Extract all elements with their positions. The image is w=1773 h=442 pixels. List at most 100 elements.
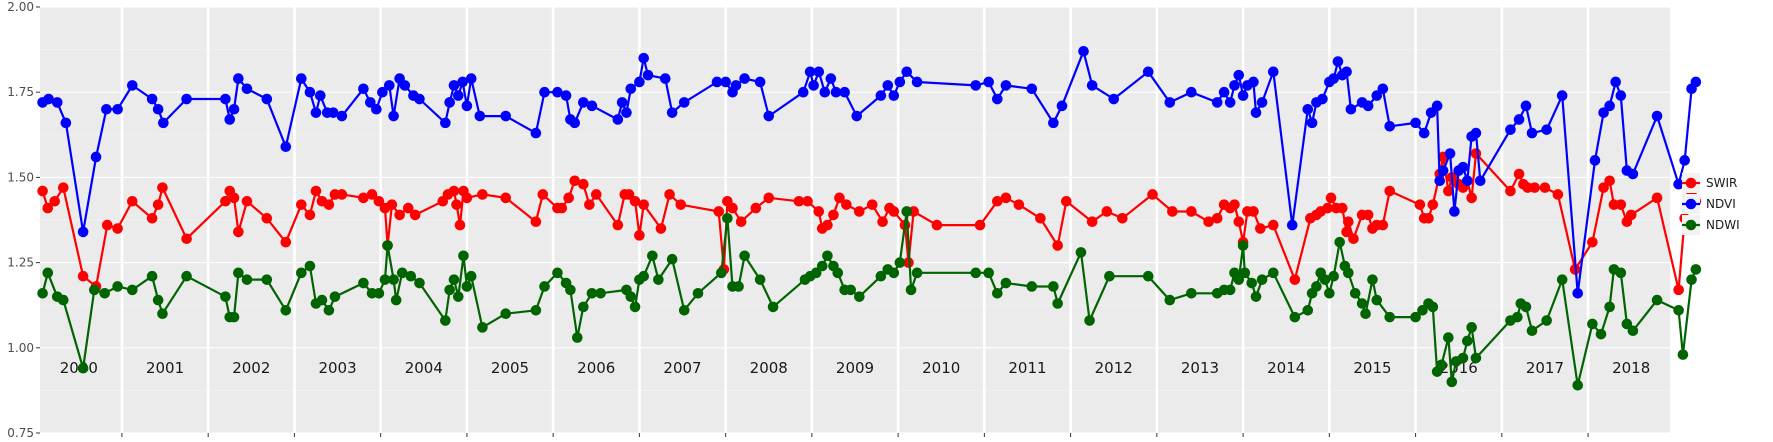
data-point-swir (1598, 182, 1609, 193)
data-point-ndvi (444, 97, 455, 108)
data-point-ndvi (1610, 76, 1621, 88)
data-point-ndwi (390, 294, 402, 306)
data-point-ndvi (901, 66, 913, 78)
data-point-ndwi (530, 305, 542, 316)
data-point-ndvi (1627, 168, 1639, 180)
data-point-ndwi (1686, 274, 1697, 285)
year-label: 2010 (922, 359, 960, 377)
data-point-ndvi (336, 110, 348, 122)
data-point-ndvi (1444, 148, 1456, 159)
data-point-ndwi (233, 267, 244, 279)
data-point-ndvi (797, 86, 809, 98)
data-point-swir (1186, 206, 1197, 217)
data-point-ndwi (1075, 247, 1087, 258)
data-point-ndvi (638, 52, 650, 64)
data-point-ndvi (754, 76, 766, 88)
data-point-swir (477, 189, 488, 200)
data-point-swir (304, 209, 316, 221)
data-point-swir (556, 202, 568, 214)
year-label: 2014 (1267, 359, 1305, 377)
data-point-ndvi (616, 97, 628, 108)
data-point-swir (638, 199, 650, 210)
data-point-ndvi (452, 90, 464, 101)
data-point-ndwi (571, 332, 583, 343)
data-point-ndwi (57, 294, 69, 306)
data-point-ndwi (1289, 311, 1301, 323)
data-point-swir (386, 199, 398, 210)
data-point-ndwi (722, 212, 733, 224)
data-point-ndvi (1237, 90, 1249, 101)
year-label: 2012 (1095, 359, 1133, 377)
data-point-ndwi (666, 253, 678, 265)
data-point-swir (877, 216, 888, 228)
data-point-ndwi (1621, 318, 1633, 330)
data-point-ndvi (51, 97, 63, 108)
data-point-swir (1000, 192, 1012, 204)
data-point-ndvi (1218, 86, 1230, 98)
data-point-swir (1362, 209, 1374, 221)
data-point-ndwi (1520, 301, 1532, 313)
data-point-swir (1625, 209, 1637, 221)
data-point-ndwi (1410, 311, 1421, 323)
data-point-ndwi (733, 281, 744, 292)
data-point-ndvi (839, 86, 850, 98)
legend-key-point (1685, 177, 1697, 189)
data-point-ndvi (1108, 93, 1120, 105)
data-point-ndvi (241, 83, 253, 95)
data-point-ndwi (822, 250, 833, 262)
data-point-ndwi (1026, 281, 1038, 292)
data-point-ndwi (373, 287, 385, 299)
data-point-ndwi (1246, 277, 1258, 289)
series-ndvi (37, 46, 1702, 299)
data-point-swir (296, 199, 307, 210)
data-point-ndvi (1615, 90, 1627, 101)
data-point-ndwi (304, 260, 316, 272)
data-point-swir (1101, 206, 1113, 217)
data-point-ndvi (1056, 100, 1068, 112)
data-point-ndwi (1457, 352, 1469, 364)
data-point-ndwi (241, 274, 253, 285)
data-point-ndvi (730, 80, 742, 91)
data-point-swir (1086, 216, 1098, 228)
data-point-swir (500, 192, 512, 204)
data-point-ndwi (396, 267, 408, 279)
data-point-ndvi (642, 69, 654, 81)
data-point-ndwi (1367, 274, 1378, 285)
data-point-ndvi (1317, 93, 1328, 105)
data-point-ndvi (569, 117, 581, 129)
data-point-ndwi (845, 284, 856, 296)
data-point-ndwi (1446, 376, 1458, 388)
data-point-ndvi (365, 97, 376, 108)
data-point-ndwi (1048, 281, 1059, 292)
data-point-ndwi (1349, 287, 1361, 299)
data-point-ndvi (158, 117, 169, 129)
data-point-swir (1052, 240, 1063, 251)
year-label: 2018 (1612, 359, 1650, 377)
data-point-ndvi (1048, 117, 1059, 129)
data-point-swir (655, 223, 667, 234)
data-point-ndvi (358, 83, 369, 95)
data-point-ndvi (1437, 165, 1449, 176)
data-point-ndvi (1267, 66, 1279, 78)
data-point-ndwi (692, 287, 704, 299)
data-point-ndvi (875, 90, 887, 101)
data-point-ndwi (992, 287, 1003, 299)
data-point-ndvi (970, 80, 982, 91)
data-point-ndwi (1595, 328, 1607, 340)
data-point-ndwi (810, 267, 822, 279)
data-point-ndvi (181, 93, 192, 105)
legend-label-swir: SWIR (1706, 176, 1737, 190)
data-point-ndvi (612, 114, 624, 125)
data-point-swir (841, 199, 852, 210)
data-point-ndwi (739, 250, 750, 262)
data-point-ndvi (659, 73, 671, 84)
data-point-ndvi (448, 80, 460, 91)
data-point-swir (569, 175, 581, 187)
data-point-swir (1147, 189, 1158, 200)
legend-label-ndwi: NDWI (1706, 218, 1740, 232)
data-point-ndwi (1237, 240, 1249, 251)
year-label: 2008 (750, 359, 788, 377)
data-point-ndwi (1572, 379, 1584, 391)
data-point-ndvi (1418, 127, 1430, 139)
data-point-ndvi (1410, 117, 1421, 129)
